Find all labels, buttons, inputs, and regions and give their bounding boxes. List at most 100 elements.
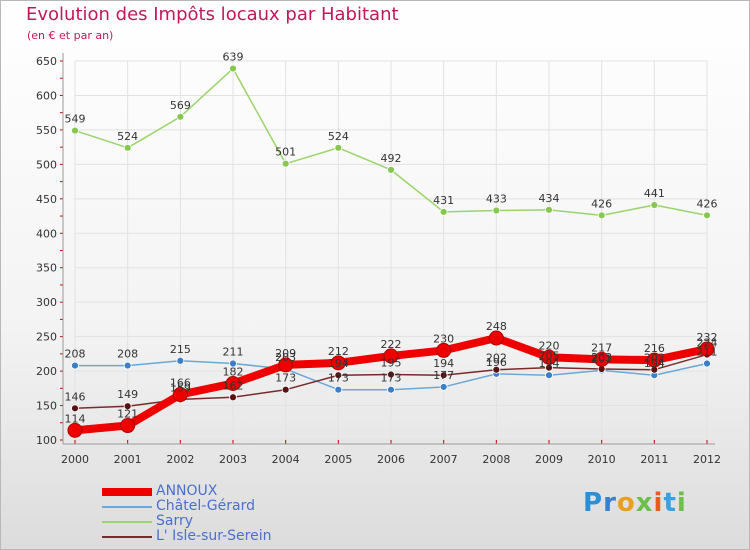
data-label-chatel-gerard: 177 — [433, 369, 454, 382]
data-point-chatel-gerard — [545, 371, 553, 380]
data-point-sarry — [176, 112, 185, 121]
data-label-chatel-gerard: 208 — [117, 348, 138, 361]
y-tick-label-250: 250 — [36, 331, 57, 344]
data-point-annoux — [172, 387, 188, 403]
data-label-isle-sur-serein: 224 — [697, 337, 718, 350]
y-tick-label-350: 350 — [36, 262, 57, 275]
data-point-sarry — [545, 205, 553, 214]
legend-label-sarry: Sarry — [156, 513, 194, 529]
data-label-sarry: 441 — [644, 187, 665, 200]
data-label-isle-sur-serein: 162 — [223, 379, 244, 392]
logo-letter: i — [676, 488, 687, 518]
data-label-sarry: 639 — [223, 51, 244, 64]
data-label-annoux: 222 — [381, 338, 402, 351]
data-point-sarry — [439, 208, 448, 216]
data-label-sarry: 501 — [275, 146, 296, 159]
data-point-annoux — [646, 352, 662, 368]
data-label-chatel-gerard: 173 — [381, 372, 402, 385]
data-point-isle-sur-serein — [71, 404, 79, 413]
chart-title: Evolution des Impôts locaux par Habitant — [26, 4, 399, 25]
data-label-chatel-gerard: 211 — [223, 346, 244, 359]
x-tick-label-2007: 2007 — [430, 453, 458, 466]
legend-swatch-isle-sur-serein — [102, 536, 152, 538]
data-label-chatel-gerard: 211 — [697, 346, 718, 359]
x-tick-label-2000: 2000 — [61, 453, 89, 466]
data-point-chatel-gerard — [439, 383, 448, 391]
data-point-chatel-gerard — [334, 385, 343, 394]
x-tick-label-2002: 2002 — [166, 453, 194, 466]
data-label-isle-sur-serein: 205 — [539, 350, 560, 363]
data-point-isle-sur-serein — [439, 371, 448, 380]
legend-label-chatel-gerard: Châtel-Gérard — [156, 498, 255, 514]
data-label-chatel-gerard: 194 — [644, 357, 665, 370]
legend-label-isle-sur-serein: L' Isle-sur-Serein — [156, 528, 272, 544]
data-point-chatel-gerard — [71, 361, 79, 370]
data-point-annoux — [436, 342, 452, 358]
data-point-annoux — [541, 349, 557, 365]
data-label-isle-sur-serein: 194 — [328, 357, 349, 370]
data-point-sarry — [229, 64, 237, 73]
data-point-isle-sur-serein — [281, 385, 290, 394]
x-tick-label-2008: 2008 — [482, 453, 510, 466]
data-label-isle-sur-serein: 202 — [644, 352, 665, 365]
data-point-sarry — [123, 143, 132, 152]
data-point-sarry — [650, 201, 659, 209]
data-point-annoux — [225, 375, 241, 391]
y-tick-label-600: 600 — [36, 89, 57, 102]
data-label-isle-sur-serein: 203 — [591, 351, 612, 364]
data-label-annoux: 121 — [117, 408, 138, 421]
legend-item-chatel-gerard[interactable]: Châtel-Gérard — [102, 498, 342, 514]
legend-swatch-sarry — [102, 521, 152, 523]
data-point-annoux — [330, 355, 346, 371]
data-label-chatel-gerard: 203 — [275, 351, 296, 364]
x-tick-label-2010: 2010 — [588, 453, 616, 466]
data-label-isle-sur-serein: 202 — [486, 352, 507, 365]
legend-item-annoux[interactable]: ANNOUX — [102, 483, 342, 499]
data-point-annoux — [120, 418, 136, 434]
legend: ANNOUX Châtel-Gérard Sarry L' Isle-sur-S… — [102, 483, 342, 544]
data-label-sarry: 426 — [591, 197, 612, 210]
data-label-sarry: 434 — [539, 192, 560, 205]
data-label-annoux: 216 — [644, 342, 665, 355]
data-label-sarry: 569 — [170, 99, 191, 112]
legend-swatch-chatel-gerard — [102, 506, 152, 508]
y-tick-label-500: 500 — [36, 158, 57, 171]
data-label-sarry: 524 — [117, 130, 138, 143]
data-label-annoux: 248 — [486, 320, 507, 333]
data-point-isle-sur-serein — [492, 365, 501, 374]
data-point-sarry — [387, 165, 395, 174]
x-tick-label-2004: 2004 — [272, 453, 300, 466]
y-tick-label-450: 450 — [36, 193, 57, 206]
data-label-annoux: 217 — [591, 341, 612, 354]
series-sarry — [71, 64, 711, 220]
logo-letter: P — [583, 488, 604, 518]
data-label-annoux: 212 — [328, 345, 349, 358]
data-point-annoux — [278, 357, 294, 373]
legend-item-sarry[interactable]: Sarry — [102, 513, 342, 529]
data-label-isle-sur-serein: 159 — [170, 381, 191, 394]
data-label-annoux: 220 — [539, 339, 560, 352]
data-label-isle-sur-serein: 146 — [65, 390, 86, 403]
data-label-annoux: 209 — [275, 347, 296, 360]
data-point-isle-sur-serein — [387, 370, 395, 379]
data-point-chatel-gerard — [703, 359, 711, 368]
data-point-isle-sur-serein — [334, 371, 343, 380]
data-point-annoux — [699, 341, 715, 357]
data-point-sarry — [492, 206, 501, 215]
data-point-annoux — [383, 348, 399, 364]
proxiti-logo: Proxiti — [583, 488, 687, 518]
x-tick-label-2005: 2005 — [324, 453, 352, 466]
x-tick-label-2011: 2011 — [640, 453, 668, 466]
data-label-chatel-gerard: 215 — [170, 343, 191, 356]
y-tick-label-300: 300 — [36, 296, 57, 309]
x-tick-label-2001: 2001 — [114, 453, 142, 466]
data-point-isle-sur-serein — [229, 393, 237, 402]
data-label-chatel-gerard: 173 — [328, 372, 349, 385]
data-label-annoux: 182 — [223, 365, 244, 378]
logo-letter: i — [653, 488, 664, 518]
data-label-isle-sur-serein: 195 — [381, 357, 402, 370]
data-point-annoux — [594, 351, 610, 367]
legend-item-isle-sur-serein[interactable]: L' Isle-sur-Serein — [102, 528, 342, 544]
data-label-sarry: 492 — [381, 152, 402, 165]
